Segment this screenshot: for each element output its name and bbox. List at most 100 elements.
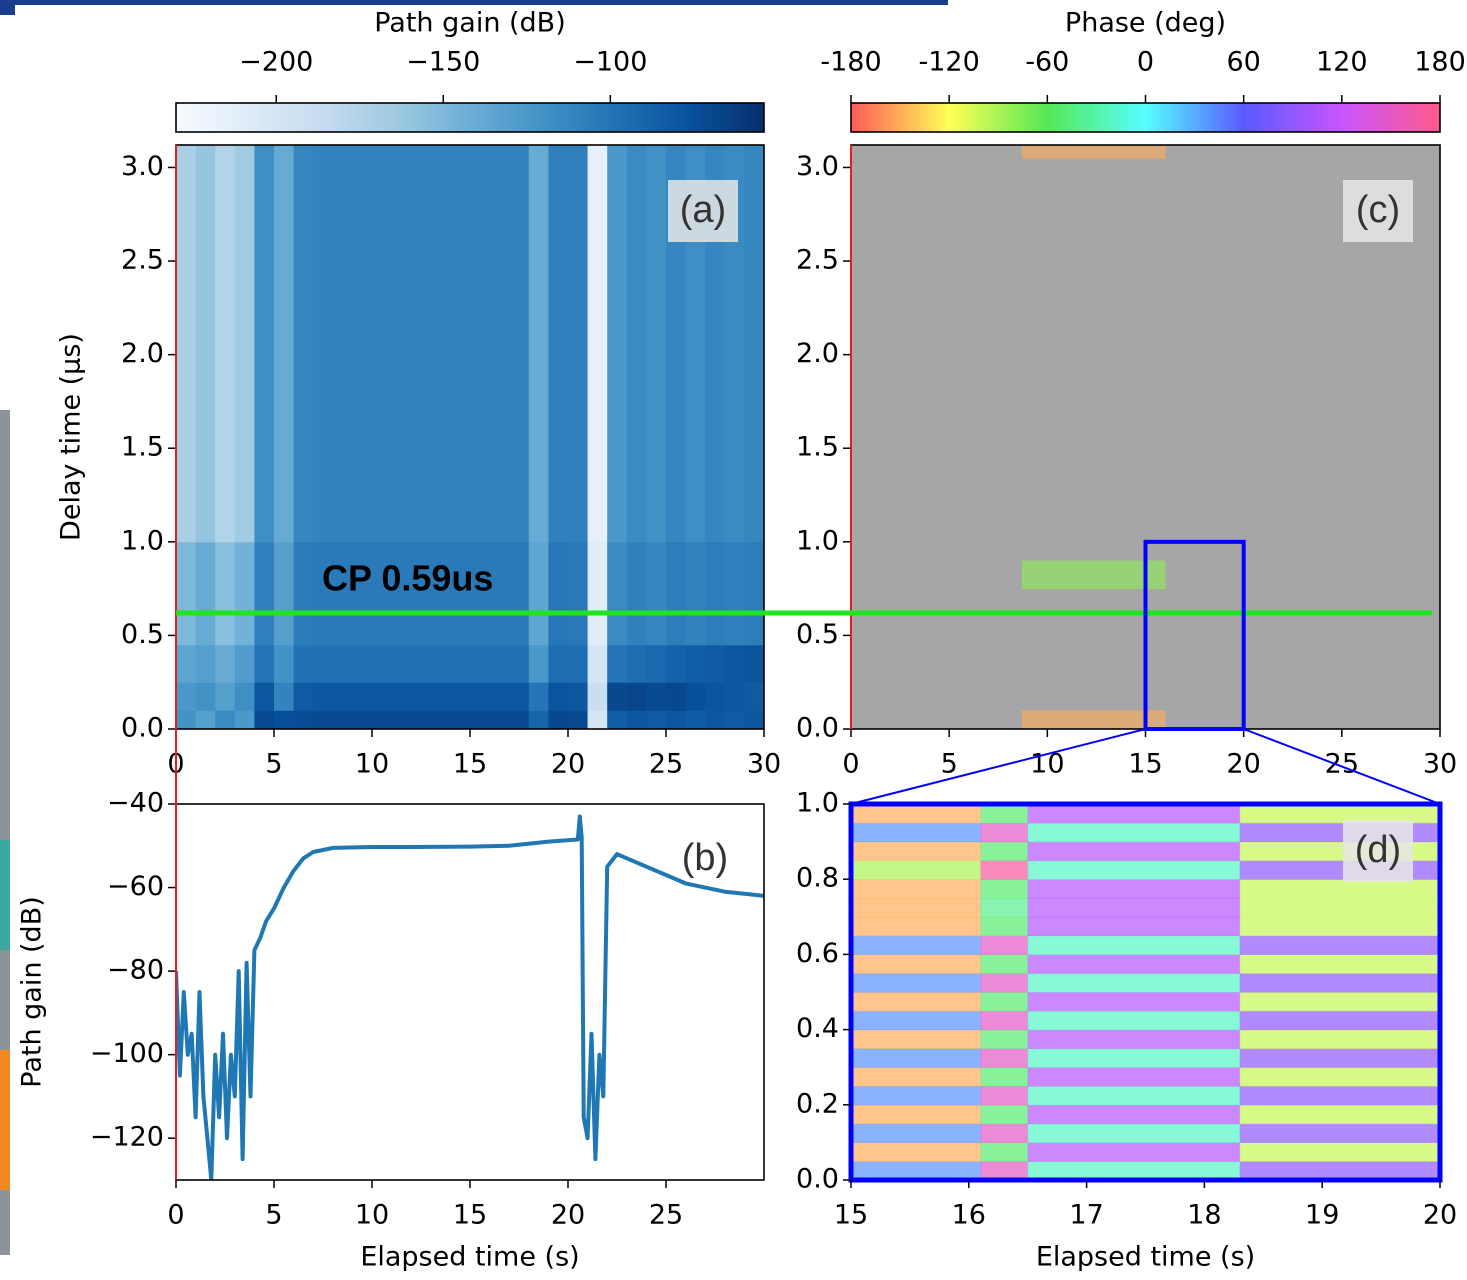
x-tick-label: 20 <box>551 749 585 780</box>
heat-cell <box>195 541 216 646</box>
heat-cell <box>509 145 530 543</box>
heat-cell <box>528 145 549 543</box>
heat-cell <box>274 145 295 543</box>
heat-cell <box>980 1104 1029 1125</box>
heat-cell <box>666 145 687 543</box>
heat-cell <box>254 682 275 711</box>
heat-cell <box>980 879 1029 899</box>
heat-cell <box>293 644 314 683</box>
heat-cell <box>234 710 255 730</box>
heat-cell <box>851 841 982 861</box>
heat-cell <box>293 541 314 646</box>
heat-cell <box>1239 898 1441 918</box>
x-axis-label: Elapsed time (s) <box>1036 1242 1255 1273</box>
heat-cell <box>509 682 530 711</box>
x-tick-label: 15 <box>1128 749 1162 780</box>
heat-cell <box>980 1161 1029 1181</box>
heat-cell <box>851 1086 982 1106</box>
x-tick-label: 25 <box>649 1200 683 1231</box>
photo-sliver <box>0 410 10 1255</box>
x-tick-label: 5 <box>265 1200 282 1231</box>
heat-cell <box>1239 954 1441 974</box>
heat-cell <box>1239 1048 1441 1068</box>
heat-cell <box>744 145 765 543</box>
y-tick-label: 0.6 <box>796 938 839 969</box>
heat-cell <box>372 145 393 543</box>
heat-cell <box>470 710 491 730</box>
heat-cell <box>1239 992 1441 1012</box>
heat-cell <box>450 145 471 543</box>
heat-cell <box>274 710 295 730</box>
heat-cell <box>1021 560 1166 590</box>
heat-cell <box>980 898 1029 918</box>
heat-cell <box>332 710 353 730</box>
y-tick-label: −120 <box>90 1122 164 1153</box>
heat-cell <box>851 1142 982 1162</box>
x-tick-label: 5 <box>265 749 282 780</box>
heat-cell <box>980 1010 1029 1031</box>
heat-cell <box>626 682 647 711</box>
y-tick-label: 0.8 <box>796 863 839 894</box>
y-tick-label: 2.5 <box>121 245 164 276</box>
heat-cell <box>391 644 412 683</box>
heat-cell <box>980 935 1029 955</box>
heat-cell <box>587 682 608 711</box>
heat-cell <box>430 644 451 683</box>
x-tick-label: 30 <box>1423 749 1457 780</box>
heat-cell <box>1027 1104 1241 1125</box>
heat-cell <box>1239 973 1441 993</box>
heat-cell <box>391 682 412 711</box>
heat-cell <box>254 644 275 683</box>
heat-cell <box>1027 1123 1241 1143</box>
heat-cell <box>470 682 491 711</box>
heat-cell <box>666 710 687 730</box>
heat-cell <box>685 145 706 543</box>
heat-cell <box>1027 1048 1241 1068</box>
y-tick-label: −80 <box>107 955 164 986</box>
heat-cell <box>1027 879 1241 899</box>
heat-cell <box>470 541 491 646</box>
heat-cell <box>215 541 236 646</box>
heat-cell <box>274 644 295 683</box>
heat-cell <box>980 804 1029 824</box>
heat-cell <box>1027 1086 1241 1106</box>
y-tick-label: 1.5 <box>796 432 839 463</box>
heat-cell <box>430 541 451 646</box>
heat-cell <box>450 682 471 711</box>
colorbar <box>175 102 765 133</box>
axes-frame <box>175 803 765 1181</box>
heat-cell <box>626 644 647 683</box>
heat-cell <box>430 145 451 543</box>
heat-cell <box>332 541 353 646</box>
x-tick-label: 19 <box>1305 1200 1339 1231</box>
heat-cell <box>851 1067 982 1087</box>
heat-cell <box>1027 860 1241 880</box>
y-tick-label: −60 <box>107 871 164 902</box>
y-tick-label: 3.0 <box>121 151 164 182</box>
heat-cell <box>1021 145 1166 159</box>
y-tick-label: 2.5 <box>796 245 839 276</box>
x-tick-label: 20 <box>1423 1200 1457 1231</box>
heat-cell <box>313 541 334 646</box>
heat-cell <box>293 682 314 711</box>
heat-cell <box>851 1029 982 1049</box>
heat-cell <box>646 682 667 711</box>
heat-cell <box>607 710 628 730</box>
heat-cell <box>254 710 275 730</box>
heat-cell <box>352 541 373 646</box>
heat-cell <box>724 145 745 543</box>
heat-cell <box>195 644 216 683</box>
heat-cell <box>430 682 451 711</box>
heat-cell <box>1027 973 1241 993</box>
heat-cell <box>528 644 549 683</box>
heat-cell <box>1027 1010 1241 1031</box>
colorbar <box>850 102 1441 133</box>
x-tick-label: 15 <box>834 1200 868 1231</box>
heat-cell <box>705 145 726 543</box>
heat-cell <box>851 879 982 899</box>
heat-cell <box>607 541 628 646</box>
heat-cell <box>980 841 1029 861</box>
x-tick-label: 20 <box>551 1200 585 1231</box>
x-tick-label: 25 <box>1325 749 1359 780</box>
heat-cell <box>607 682 628 711</box>
